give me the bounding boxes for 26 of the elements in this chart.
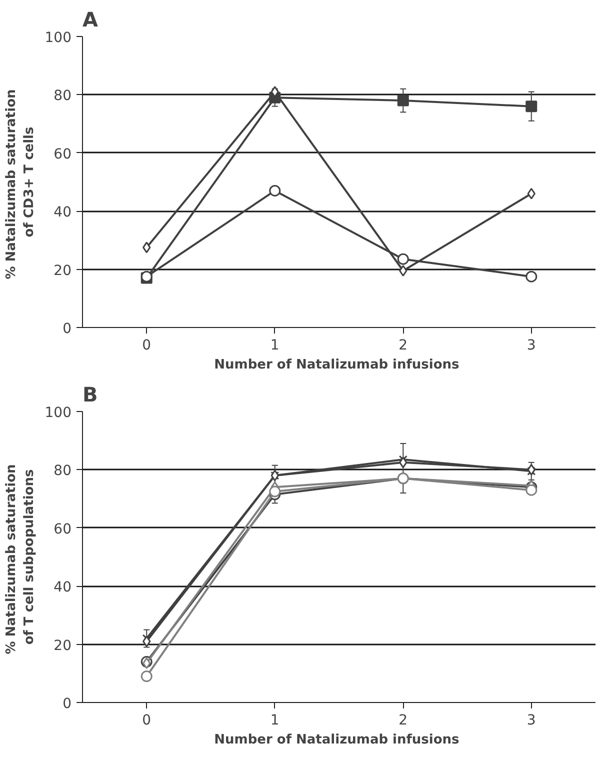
x-tick-label: 2 xyxy=(398,338,408,354)
y-tick-label: 60 xyxy=(54,146,72,162)
x-tick-label: 0 xyxy=(142,338,152,354)
chart-title: B xyxy=(82,382,98,406)
y-tick-label: 80 xyxy=(54,463,72,480)
y-tick-label: 80 xyxy=(54,88,72,104)
y-tick-label: 0 xyxy=(62,321,72,337)
y-tick-label: 100 xyxy=(44,405,72,421)
x-tick-label: 1 xyxy=(270,338,280,354)
x-axis-title: Number of Natalizumab infusions xyxy=(214,732,460,748)
y-tick-label: 100 xyxy=(44,30,72,46)
y-tick-label: 20 xyxy=(54,262,72,279)
x-axis-title: Number of Natalizumab infusions xyxy=(214,358,460,372)
x-tick-label: 3 xyxy=(526,712,536,728)
x-tick-label: 3 xyxy=(526,338,536,354)
y-tick-label: 40 xyxy=(54,204,72,221)
x-tick-label: 0 xyxy=(142,712,152,728)
chart-title: A xyxy=(82,8,98,32)
y-axis-title: % Natalizumab saturation of CD3+ T cells xyxy=(4,89,37,280)
y-tick-label: 20 xyxy=(54,638,72,654)
y-tick-label: 0 xyxy=(62,696,72,712)
y-tick-label: 40 xyxy=(54,580,72,596)
y-tick-label: 60 xyxy=(54,521,72,538)
y-axis-title: % Natalizumab saturation of T cell subpopulations xyxy=(4,464,37,654)
x-tick-label: 1 xyxy=(270,712,280,728)
x-tick-label: 2 xyxy=(398,712,408,728)
